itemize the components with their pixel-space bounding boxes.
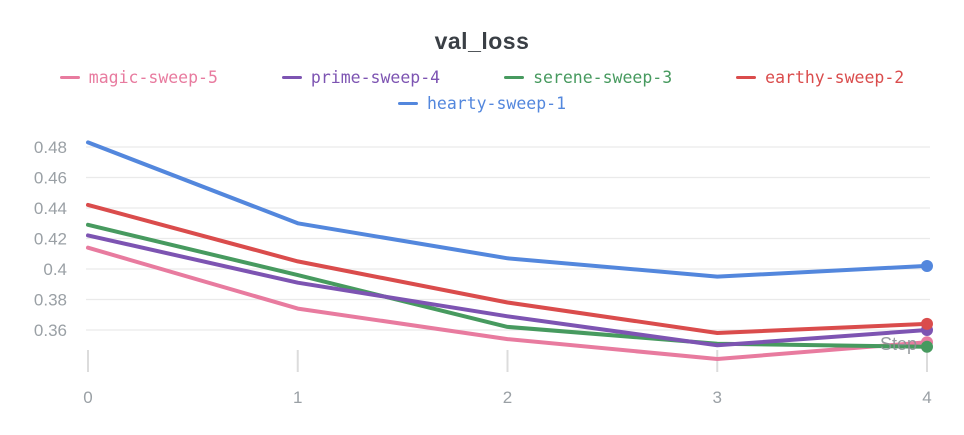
y-tick-label-0.38: 0.38 — [34, 291, 67, 310]
line-earthy-sweep-2[interactable] — [86, 202, 929, 335]
legend-label-serene-sweep-3: serene-sweep-3 — [533, 68, 673, 87]
line-magic-sweep-5[interactable] — [86, 245, 929, 361]
legend-item-hearty-sweep-1[interactable]: hearty-sweep-1 — [397, 94, 567, 113]
x-tick-label-2: 2 — [503, 388, 512, 407]
end-dot-serene-sweep-3[interactable] — [921, 340, 933, 353]
legend-row-2: hearty-sweep-1 — [0, 94, 964, 113]
legend-swatch-magic-sweep-5 — [59, 75, 80, 80]
line-serene-sweep-3[interactable] — [86, 222, 929, 349]
legend-item-serene-sweep-3[interactable]: serene-sweep-3 — [504, 68, 672, 87]
line-hearty-sweep-1[interactable] — [86, 140, 929, 279]
y-tick-label-0.48: 0.48 — [34, 138, 67, 157]
legend-label-magic-sweep-5: magic-sweep-5 — [88, 68, 218, 87]
y-tick-label-0.42: 0.42 — [34, 230, 67, 249]
legend-swatch-serene-sweep-3 — [504, 75, 525, 80]
x-axis-label: Step — [880, 334, 917, 354]
y-tick-label-0.36: 0.36 — [34, 321, 67, 340]
legend-swatch-earthy-sweep-2 — [736, 75, 757, 80]
y-tick-label-0.44: 0.44 — [34, 199, 67, 218]
legend-item-magic-sweep-5[interactable]: magic-sweep-5 — [59, 68, 218, 87]
line-prime-sweep-4[interactable] — [86, 233, 929, 348]
y-tick-label-0.4: 0.4 — [43, 260, 67, 279]
x-tick-label-3: 3 — [713, 388, 722, 407]
y-tick-label-0.46: 0.46 — [34, 169, 67, 188]
end-dot-earthy-sweep-2[interactable] — [921, 317, 933, 330]
legend-label-earthy-sweep-2: earthy-sweep-2 — [765, 68, 905, 87]
x-tick-label-1: 1 — [293, 388, 302, 407]
legend-swatch-hearty-sweep-1 — [397, 101, 418, 106]
x-tick-label-4: 4 — [922, 388, 931, 407]
end-dot-hearty-sweep-1[interactable] — [921, 259, 933, 272]
chart-title: val_loss — [434, 28, 530, 54]
legend-row-1: magic-sweep-5 prime-sweep-4 serene-sweep-3… — [0, 68, 964, 87]
legend-label-hearty-sweep-1: hearty-sweep-1 — [426, 94, 567, 113]
legend-item-prime-sweep-4[interactable]: prime-sweep-4 — [281, 68, 441, 87]
x-tick-label-0: 0 — [83, 388, 92, 407]
legend-label-prime-sweep-4: prime-sweep-4 — [310, 68, 441, 87]
legend-item-earthy-sweep-2[interactable]: earthy-sweep-2 — [736, 68, 904, 87]
legend-swatch-prime-sweep-4 — [281, 75, 302, 80]
